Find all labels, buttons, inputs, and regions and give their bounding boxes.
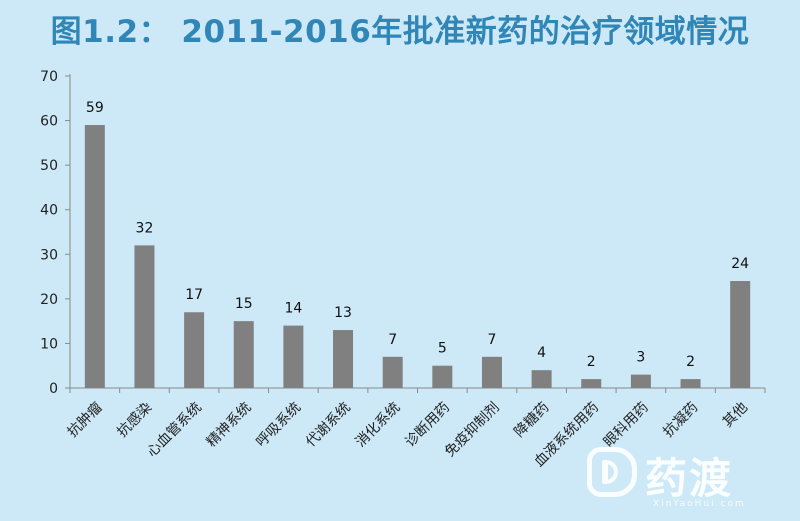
bar — [680, 379, 701, 388]
category-label: 呼吸系统 — [253, 400, 304, 451]
y-tick-label: 10 — [40, 336, 58, 352]
y-tick-label: 60 — [40, 114, 58, 130]
data-label: 15 — [235, 296, 253, 312]
bar — [730, 281, 751, 388]
data-label: 17 — [185, 287, 203, 303]
data-label: 7 — [388, 332, 397, 348]
y-tick-label: 0 — [49, 381, 58, 397]
chart-title: 图1.2： 2011-2016年批准新药的治疗领域情况 — [50, 14, 750, 50]
category-label: 免疫抑制剂 — [442, 400, 503, 461]
data-label: 59 — [86, 100, 104, 116]
bar — [481, 356, 502, 388]
data-label: 2 — [686, 354, 695, 370]
bar — [630, 374, 651, 388]
data-label: 5 — [438, 341, 447, 357]
category-label: 其他 — [720, 400, 751, 431]
data-label: 32 — [136, 220, 154, 236]
data-label: 4 — [537, 345, 546, 361]
bar — [233, 321, 254, 388]
bar — [581, 379, 602, 388]
yaodu-logo-icon — [587, 447, 637, 497]
y-tick-label: 40 — [40, 203, 58, 219]
y-tick-label: 20 — [40, 292, 58, 308]
y-tick-label: 30 — [40, 247, 58, 263]
watermark-url: XinYaoHui.com — [653, 499, 746, 509]
bar — [134, 245, 155, 388]
category-label: 精神系统 — [204, 400, 255, 451]
bar — [531, 370, 552, 388]
bar — [184, 312, 205, 388]
data-label: 3 — [636, 350, 645, 366]
category-label: 抗感染 — [114, 399, 156, 441]
bar — [283, 325, 304, 388]
category-label: 代谢系统 — [303, 400, 354, 451]
bar — [333, 330, 354, 388]
data-label: 14 — [284, 301, 302, 317]
bar — [382, 356, 403, 388]
data-label: 7 — [488, 332, 497, 348]
data-label: 2 — [587, 354, 596, 370]
y-tick-label: 70 — [40, 69, 58, 85]
y-tick-label: 50 — [40, 158, 58, 174]
data-label: 13 — [334, 305, 352, 321]
category-label: 诊断用药 — [402, 400, 453, 451]
watermark: 药渡 XinYaoHui.com — [587, 435, 792, 515]
category-label: 消化系统 — [353, 400, 404, 451]
category-label: 降糖药 — [511, 400, 552, 441]
category-label: 抗肿瘤 — [64, 399, 106, 441]
data-label: 24 — [731, 256, 749, 272]
bar — [432, 365, 453, 388]
bar — [84, 125, 105, 389]
watermark-brand: 药渡 — [645, 454, 734, 503]
category-label: 心血管系统 — [144, 400, 205, 461]
